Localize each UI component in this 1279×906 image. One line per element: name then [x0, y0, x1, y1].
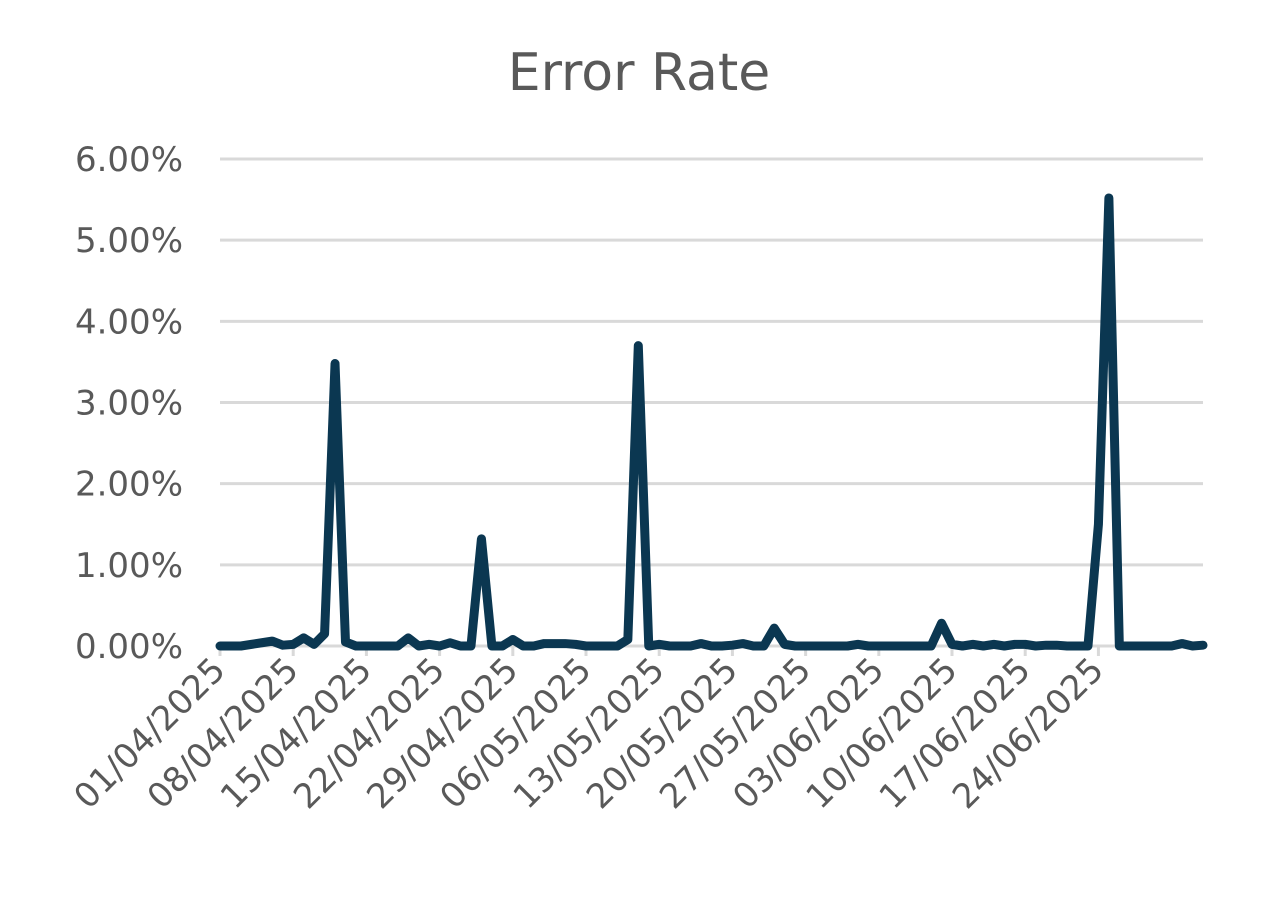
y-tick-label: 0.00%: [75, 627, 183, 667]
y-tick-label: 6.00%: [75, 140, 183, 180]
series-layer: [215, 193, 1208, 651]
y-tick-label: 1.00%: [75, 546, 183, 586]
y-tick-label: 5.00%: [75, 221, 183, 261]
gridlines: [220, 157, 1203, 567]
y-tick-label: 4.00%: [75, 302, 183, 342]
x-axis-ticks: 01/04/202508/04/202515/04/202522/04/2025…: [67, 646, 1112, 817]
chart-title: Error Rate: [508, 43, 771, 103]
y-tick-label: 2.00%: [75, 465, 183, 505]
y-tick-label: 3.00%: [75, 384, 183, 424]
y-axis-ticks: 0.00% 1.00% 2.00% 3.00% 4.00% 5.00% 6.00%: [75, 140, 183, 667]
series-line: [215, 193, 1208, 651]
